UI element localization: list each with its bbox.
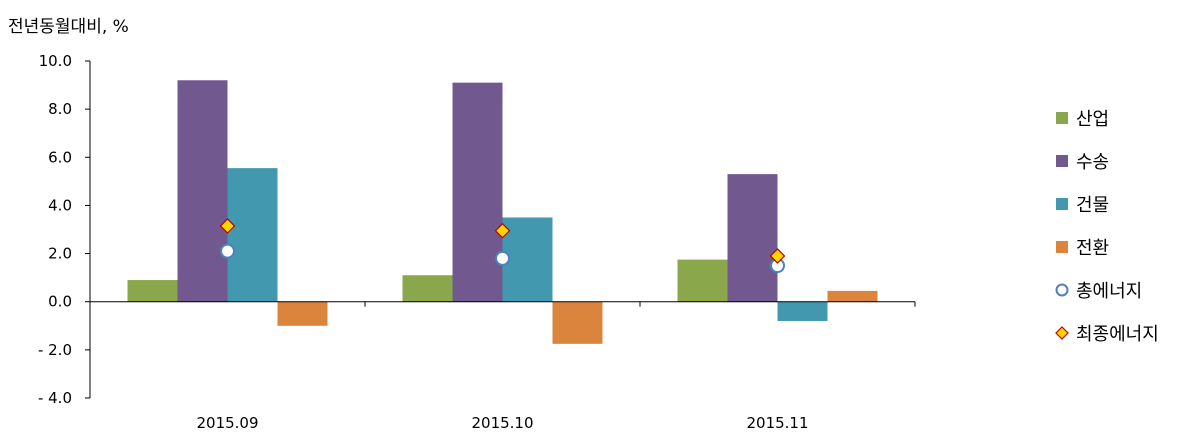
final-energy-point-1: [219, 218, 236, 234]
y-axis-label: 전년동월대비, %: [8, 17, 129, 37]
bar-2-3: [727, 174, 778, 302]
x-tick-label: 2015.11: [746, 414, 808, 432]
legend-swatch-transport: [1054, 153, 1070, 169]
legend-swatch-conversion: [1054, 239, 1070, 255]
y-tick-label: - 4.0: [38, 389, 72, 407]
bar-3-3: [777, 301, 828, 321]
y-tick-label: - 2.0: [38, 341, 72, 359]
total-energy-point-2: [495, 250, 510, 266]
y-tick-label: 2.0: [48, 245, 72, 263]
legend-swatch-building: [1054, 196, 1070, 212]
legend-label: 최종에너지: [1076, 323, 1159, 345]
legend-label: 전환: [1076, 237, 1110, 259]
y-tick-label: 0.0: [48, 293, 72, 311]
y-tick-label: 4.0: [48, 196, 72, 214]
y-tick-label: 8.0: [48, 100, 72, 118]
final-energy-point-3: [769, 248, 786, 264]
final-energy-point-2: [494, 222, 511, 239]
circle-marker-icon: [1054, 282, 1070, 298]
legend: 산업 수송 건물 전환 총에너지 최종에너지: [1054, 96, 1159, 354]
legend-label: 수송: [1076, 151, 1110, 173]
legend-item-conversion: 전환: [1054, 225, 1159, 268]
bar-3-1: [227, 168, 278, 302]
legend-swatch-industry: [1054, 110, 1070, 126]
legend-item-building: 건물: [1054, 182, 1159, 225]
legend-item-total-energy: 총에너지: [1054, 268, 1159, 311]
legend-label: 총에너지: [1076, 280, 1143, 302]
total-energy-point-1: [220, 243, 235, 259]
bar-1-3: [677, 259, 728, 302]
y-tick-label: 6.0: [48, 148, 72, 166]
x-tick-label: 2015.09: [196, 414, 258, 432]
y-tick-label: 10.0: [39, 52, 72, 70]
bar-4-1: [277, 301, 328, 326]
bar-1-1: [127, 280, 178, 302]
legend-item-transport: 수송: [1054, 139, 1159, 182]
bar-4-3: [827, 290, 878, 302]
bar-1-2: [402, 275, 453, 302]
bar-2-1: [177, 80, 228, 302]
bar-3-2: [502, 217, 553, 302]
legend-label: 산업: [1076, 108, 1110, 130]
diamond-marker-icon: [1054, 325, 1070, 341]
legend-item-final-energy: 최종에너지: [1054, 311, 1159, 354]
legend-label: 건물: [1076, 194, 1110, 216]
legend-item-industry: 산업: [1054, 96, 1159, 139]
x-tick-label: 2015.10: [471, 414, 533, 432]
bar-2-2: [452, 82, 503, 302]
bar-4-2: [552, 301, 603, 344]
